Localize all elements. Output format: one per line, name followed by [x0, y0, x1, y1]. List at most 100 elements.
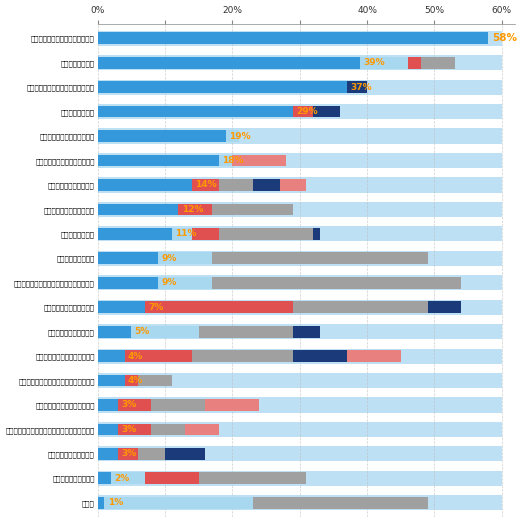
Bar — [219, 228, 313, 240]
Bar — [98, 251, 502, 266]
Bar — [219, 179, 253, 191]
Bar — [98, 399, 118, 411]
Bar — [313, 106, 340, 118]
Bar — [98, 448, 118, 460]
Bar — [98, 275, 502, 290]
Bar — [98, 350, 124, 362]
Bar — [98, 203, 178, 215]
Bar — [178, 203, 212, 215]
Text: 37%: 37% — [350, 83, 372, 92]
Bar — [124, 374, 138, 386]
Bar — [98, 106, 293, 118]
Bar — [98, 81, 347, 93]
Bar — [98, 228, 172, 240]
Text: 39%: 39% — [363, 58, 385, 67]
Text: 3%: 3% — [121, 401, 137, 410]
Bar — [104, 497, 253, 509]
Bar — [158, 253, 212, 264]
Bar — [118, 424, 152, 435]
Bar — [98, 226, 502, 242]
Text: 7%: 7% — [148, 303, 164, 312]
Bar — [152, 399, 206, 411]
Text: 14%: 14% — [195, 180, 217, 189]
Text: 3%: 3% — [121, 425, 137, 434]
Bar — [98, 130, 225, 142]
Bar — [98, 31, 502, 46]
Bar — [152, 424, 185, 435]
Bar — [111, 472, 145, 484]
Bar — [192, 228, 219, 240]
Bar — [145, 301, 293, 313]
Bar — [347, 350, 401, 362]
Bar — [145, 472, 199, 484]
Text: 29%: 29% — [297, 107, 318, 116]
Bar — [118, 399, 152, 411]
Bar — [199, 326, 293, 337]
Bar — [98, 79, 502, 95]
Bar — [232, 155, 286, 166]
Bar — [98, 55, 502, 70]
Bar — [279, 179, 306, 191]
Bar — [206, 399, 259, 411]
Bar — [98, 324, 502, 339]
Bar — [158, 277, 212, 289]
Bar — [428, 301, 461, 313]
Bar — [253, 179, 279, 191]
Text: 4%: 4% — [128, 376, 143, 385]
Bar — [192, 350, 293, 362]
Bar — [98, 424, 118, 435]
Bar — [219, 155, 232, 166]
Bar — [98, 497, 104, 509]
Bar — [98, 471, 502, 486]
Bar — [212, 253, 428, 264]
Bar — [98, 202, 502, 217]
Bar — [293, 350, 347, 362]
Text: 9%: 9% — [162, 278, 177, 287]
Bar — [98, 374, 124, 386]
Bar — [98, 153, 502, 168]
Bar — [347, 81, 367, 93]
Bar — [172, 228, 192, 240]
Bar — [98, 373, 502, 388]
Bar — [293, 301, 428, 313]
Text: 2%: 2% — [115, 474, 130, 483]
Text: 11%: 11% — [175, 230, 197, 238]
Bar — [185, 424, 219, 435]
Text: 9%: 9% — [162, 254, 177, 263]
Bar — [98, 348, 502, 363]
Bar — [360, 57, 407, 69]
Bar — [199, 472, 306, 484]
Bar — [124, 350, 192, 362]
Bar — [98, 446, 502, 461]
Bar — [131, 326, 199, 337]
Text: 4%: 4% — [128, 351, 143, 360]
Text: 58%: 58% — [492, 33, 517, 43]
Bar — [118, 448, 138, 460]
Text: 5%: 5% — [134, 327, 150, 336]
Bar — [293, 326, 320, 337]
Bar — [98, 422, 502, 437]
Bar — [293, 106, 313, 118]
Bar — [98, 129, 502, 144]
Bar — [98, 301, 145, 313]
Bar — [421, 57, 454, 69]
Bar — [98, 253, 158, 264]
Bar — [98, 32, 488, 44]
Text: 1%: 1% — [108, 498, 123, 507]
Bar — [192, 179, 219, 191]
Bar — [407, 57, 421, 69]
Text: 3%: 3% — [121, 449, 137, 458]
Bar — [212, 203, 293, 215]
Bar — [98, 277, 158, 289]
Bar — [138, 374, 172, 386]
Bar — [98, 397, 502, 413]
Bar — [98, 104, 502, 119]
Bar — [98, 495, 502, 510]
Text: 12%: 12% — [182, 205, 203, 214]
Bar — [313, 228, 320, 240]
Bar — [98, 300, 502, 315]
Bar — [98, 472, 111, 484]
Bar — [98, 57, 360, 69]
Bar — [225, 130, 239, 142]
Bar — [253, 497, 428, 509]
